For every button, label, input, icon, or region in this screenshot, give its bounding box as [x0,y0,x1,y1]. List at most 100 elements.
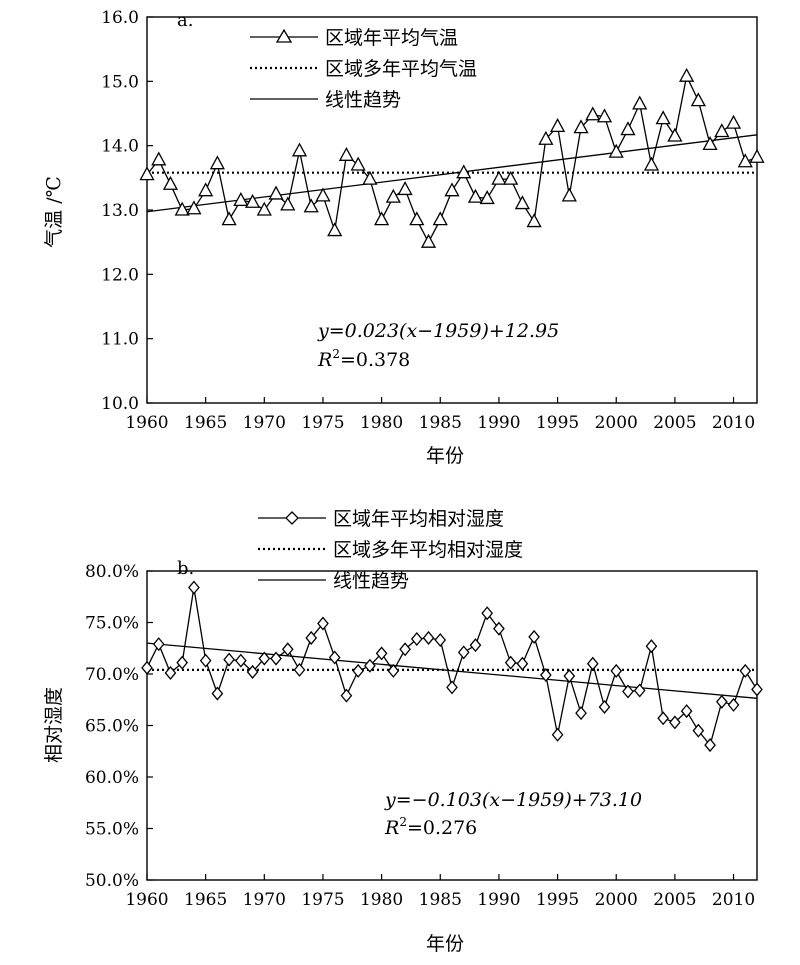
panel-a-chart: a. 1960 1965 1970 1975 1980 1985 1990 1995 2000 2… [43,8,765,467]
panel-b-data-point [176,655,189,670]
panel-b-data-point [528,629,540,644]
panel-b-data-point [422,630,435,645]
panel-a-data-point [409,211,425,226]
panel-b-data-point [715,694,728,709]
panel-a-xtick-label: 1985 [419,413,462,433]
panel-b-ytick-label: 55.0% [85,820,139,840]
panel-b-chart: 区域年平均相对湿度 区域多年平均相对湿度 线性趋势 b. 1960 1965 197… [43,508,763,955]
panel-a-xtick-label: 1975 [301,413,344,433]
panel-b-xtick-label: 2010 [712,890,755,910]
panel-b-data-point [586,656,599,671]
panel-b-equation: y=−0.103(x−1959)+73.10 [384,789,642,811]
panel-a-data-point [374,211,390,226]
panel-a-ytick-label: 16.0 [101,8,139,28]
panel-b-data-point [164,665,177,680]
panel-a-data-point [139,166,155,181]
panel-b-data-point [152,637,165,652]
panel-b-data-point [516,656,529,671]
panel-b-data-point [293,662,306,677]
legend-b-trend: 线性趋势 [333,570,409,592]
panel-b-data-point [457,645,470,660]
panel-a-data-point [491,170,507,185]
legend-b-annual-rh: 区域年平均相对湿度 [333,508,504,530]
panel-b-data-point [340,688,353,703]
panel-a-data-point [690,92,706,107]
panel-a-ytick-label: 15.0 [101,72,139,92]
panel-a-data-point [714,123,730,138]
panel-a-xtick-label: 1980 [360,413,403,433]
panel-a-data-point [667,127,683,142]
panel-b-xtick-label: 1995 [536,890,579,910]
panel-a-data-point [420,233,437,248]
panel-a-data-point [327,222,343,237]
panel-b-xtick-label: 1970 [243,890,286,910]
panel-b-data-point [598,699,611,714]
panel-b-data-point [352,663,364,678]
panel-b-ytick-label: 65.0% [85,717,139,737]
panel-a-data-point [538,130,554,145]
panel-a-label: a. [177,10,193,31]
panel-a-ytick-label: 14.0 [101,137,139,157]
legend-diamond-marker [285,511,299,525]
panel-b-data-point [141,660,153,675]
panel-b-data-point [493,621,505,636]
panel-a-data-point [350,156,366,171]
panel-b-data-point [235,653,247,668]
panel-b-xtick-label: 1980 [360,890,403,910]
panel-b-data-point [188,580,200,595]
panel-a-data-point [198,182,214,197]
panel-a-legend: 区域年平均气温 区域多年平均气温 线性趋势 [250,27,477,111]
panel-b-data-point [739,663,752,678]
panel-a-data-point [280,196,296,211]
panel-b-data-point [692,723,705,738]
panel-a-data-point [456,164,472,179]
legend-a-trend: 线性趋势 [325,89,401,111]
panel-a-data-point [221,211,237,226]
panel-a-data-point [315,187,331,202]
panel-b-xtick-label: 2005 [653,890,696,910]
panel-a-data-point [643,156,660,171]
panel-a-data-point [737,153,753,168]
panel-b-data-point [669,715,681,730]
legend-triangle-marker [275,28,293,43]
panel-b-xtick-label: 1985 [419,890,462,910]
panel-b-xtick-label: 1965 [184,890,227,910]
panel-b-axes: 1960 1965 1970 1975 1980 1985 1990 1995 2000 2005… [85,562,763,910]
panel-b-data-point [281,642,294,657]
panel-b-xlabel: 年份 [426,933,464,955]
panel-a-data-point [432,211,448,226]
panel-a-ytick-label: 13.0 [101,201,139,221]
panel-a-data-point [620,121,636,136]
panel-b-data-point [270,651,282,666]
panel-a-data-point [573,119,589,134]
panel-b-r2-value: 0.276 [423,817,477,839]
panel-a-data-point [749,148,765,163]
panel-a-data-point [186,200,202,215]
panel-b-label: b. [177,558,194,579]
panel-b-legend: 区域年平均相对湿度 区域多年平均相对湿度 线性趋势 [258,508,523,592]
panel-b-data-point [258,651,271,666]
panel-b-xtick-label: 1990 [477,890,520,910]
panel-a-data-point [503,170,519,185]
panel-a-r2-value: 0.378 [356,349,410,371]
panel-b-ytick-label: 75.0% [85,614,139,634]
panel-a-data-point [233,191,249,207]
legend-a-mean-temp: 区域多年平均气温 [325,58,477,80]
panel-b-data-point [575,706,587,721]
panel-a-data-point [725,114,742,129]
panel-a-data-point [385,188,401,203]
panel-a-data-point [467,188,484,203]
panel-a-data-point [514,195,530,210]
panel-b-ytick-label: 60.0% [85,768,139,788]
panel-b-data-point [657,711,669,726]
panel-b-data-point [563,669,576,684]
panel-b-trend-line [146,642,758,699]
panel-a-axes: 1960 1965 1970 1975 1980 1985 1990 1995 2000 2005… [101,8,765,433]
panel-a-xtick-label: 1960 [125,413,168,433]
panel-a-ytick-label: 10.0 [101,394,139,414]
panel-a-data-point [549,118,566,133]
panel-b-xtick-label: 1975 [301,890,344,910]
panel-b-data-point [727,697,740,712]
panel-b-data-point [434,632,447,648]
panel-b-ytick-label: 70.0% [85,665,139,685]
